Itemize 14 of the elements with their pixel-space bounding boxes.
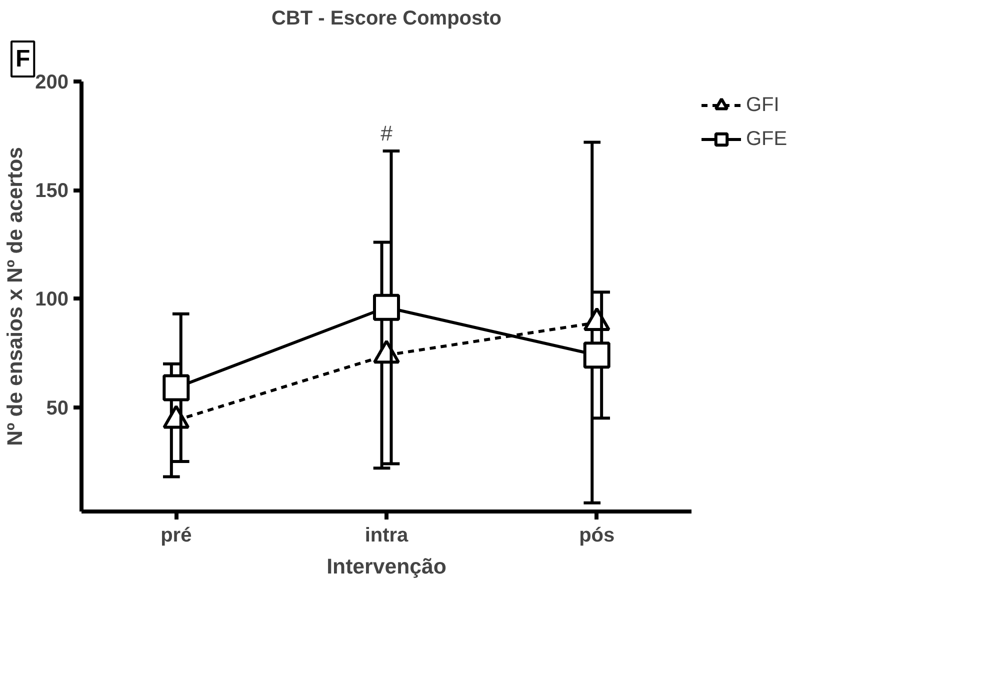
- annotation: #: [380, 122, 393, 146]
- x-tick-label: pós: [579, 524, 615, 546]
- x-tick-label: intra: [364, 524, 410, 546]
- text: F: [16, 46, 30, 72]
- legend-label: GFI: [746, 94, 780, 116]
- y-tick-label: 200: [35, 72, 69, 94]
- y-tick-label: 150: [35, 180, 69, 202]
- chart-title: CBT - Escore Composto: [271, 8, 502, 30]
- y-axis-title: Nº de ensaios x Nº de acertos: [3, 147, 28, 446]
- legend-label: GFE: [746, 128, 788, 150]
- y-tick-label: 50: [46, 397, 69, 420]
- x-tick-label: pré: [160, 524, 192, 546]
- x-axis-title: Intervenção: [326, 554, 446, 578]
- y-tick-label: 100: [35, 288, 69, 311]
